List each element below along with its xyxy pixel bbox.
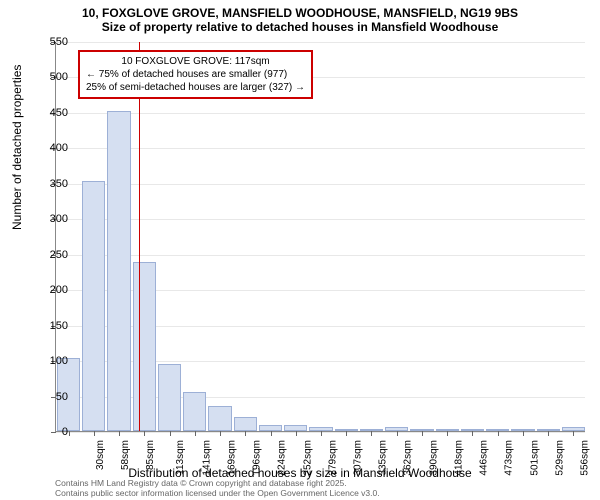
reference-line — [139, 42, 140, 431]
histogram-bar — [82, 181, 105, 431]
x-tick-label: 307sqm — [353, 440, 364, 476]
histogram-bar — [107, 111, 130, 432]
x-tick — [195, 431, 196, 436]
footer-attribution: Contains HM Land Registry data © Crown c… — [55, 478, 380, 498]
x-tick-label: 141sqm — [201, 440, 212, 476]
x-tick-label: 529sqm — [554, 440, 565, 476]
histogram-bar — [234, 417, 257, 431]
y-tick — [51, 432, 56, 433]
x-tick — [447, 431, 448, 436]
x-tick-label: 196sqm — [252, 440, 263, 476]
x-tick — [296, 431, 297, 436]
histogram-bar — [208, 406, 231, 431]
x-tick — [498, 431, 499, 436]
x-tick-label: 279sqm — [327, 440, 338, 476]
y-tick-label: 150 — [50, 320, 68, 332]
y-tick-label: 250 — [50, 249, 68, 261]
y-axis-label: Number of detached properties — [10, 65, 24, 230]
x-tick — [321, 431, 322, 436]
chart-plot-area: 10 FOXGLOVE GROVE: 117sqm← 75% of detach… — [55, 42, 585, 432]
x-tick — [144, 431, 145, 436]
x-tick-label: 335sqm — [378, 440, 389, 476]
x-tick-label: 473sqm — [504, 440, 515, 476]
x-tick-label: 252sqm — [302, 440, 313, 476]
annotation-line1: 10 FOXGLOVE GROVE: 117sqm — [86, 55, 305, 68]
histogram-bar — [183, 392, 206, 431]
x-tick-label: 418sqm — [454, 440, 465, 476]
x-tick — [371, 431, 372, 436]
y-tick-label: 200 — [50, 284, 68, 296]
y-tick-label: 0 — [62, 426, 68, 438]
x-tick — [523, 431, 524, 436]
chart-title-line2: Size of property relative to detached ho… — [0, 20, 600, 34]
x-tick — [472, 431, 473, 436]
x-tick — [397, 431, 398, 436]
x-tick — [245, 431, 246, 436]
x-tick-label: 85sqm — [145, 440, 156, 470]
grid-line — [56, 255, 585, 256]
y-tick-label: 400 — [50, 142, 68, 154]
y-tick-label: 100 — [50, 355, 68, 367]
y-tick-label: 350 — [50, 178, 68, 190]
x-tick-label: 58sqm — [120, 440, 131, 470]
x-tick-label: 446sqm — [479, 440, 490, 476]
grid-line — [56, 184, 585, 185]
x-tick — [220, 431, 221, 436]
histogram-bar — [133, 262, 156, 431]
y-tick-label: 550 — [50, 36, 68, 48]
x-tick-label: 556sqm — [580, 440, 591, 476]
grid-line — [56, 42, 585, 43]
x-tick — [69, 431, 70, 436]
x-tick-label: 113sqm — [175, 440, 186, 475]
annotation-line2: ← 75% of detached houses are smaller (97… — [86, 68, 305, 81]
x-tick — [422, 431, 423, 436]
y-tick-label: 300 — [50, 213, 68, 225]
annotation-box: 10 FOXGLOVE GROVE: 117sqm← 75% of detach… — [78, 50, 313, 99]
x-tick-label: 362sqm — [403, 440, 414, 476]
chart-title-line1: 10, FOXGLOVE GROVE, MANSFIELD WOODHOUSE,… — [0, 0, 600, 20]
x-tick — [271, 431, 272, 436]
x-tick-label: 169sqm — [226, 440, 237, 476]
annotation-line3: 25% of semi-detached houses are larger (… — [86, 81, 305, 94]
grid-line — [56, 148, 585, 149]
footer-line2: Contains public sector information licen… — [55, 488, 380, 498]
footer-line1: Contains HM Land Registry data © Crown c… — [55, 478, 380, 488]
x-tick — [346, 431, 347, 436]
y-tick-label: 50 — [56, 391, 68, 403]
x-tick — [94, 431, 95, 436]
x-tick-label: 30sqm — [95, 440, 106, 470]
grid-line — [56, 219, 585, 220]
grid-line — [56, 113, 585, 114]
x-tick-label: 390sqm — [428, 440, 439, 476]
y-tick-label: 500 — [50, 71, 68, 83]
x-tick — [573, 431, 574, 436]
y-tick-label: 450 — [50, 107, 68, 119]
x-tick — [548, 431, 549, 436]
x-tick-label: 224sqm — [277, 440, 288, 476]
x-tick-label: 501sqm — [529, 440, 540, 476]
x-tick — [170, 431, 171, 436]
x-tick — [119, 431, 120, 436]
histogram-bar — [158, 364, 181, 431]
